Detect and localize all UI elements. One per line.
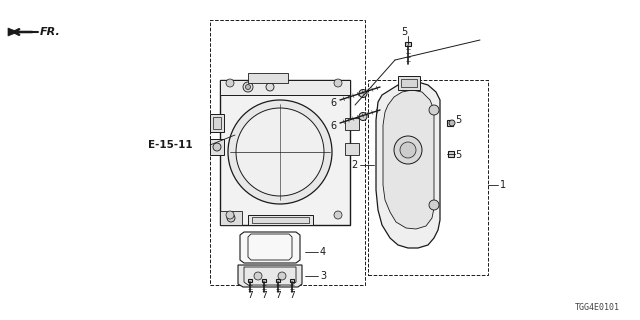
Bar	[213, 117, 221, 129]
Text: 4: 4	[320, 247, 326, 257]
Bar	[210, 20, 365, 285]
Circle shape	[278, 272, 286, 280]
Text: 7: 7	[289, 292, 295, 300]
Circle shape	[334, 79, 342, 87]
Circle shape	[266, 83, 274, 91]
Text: 6: 6	[330, 98, 336, 108]
Circle shape	[227, 214, 235, 222]
Bar	[368, 80, 488, 275]
Bar	[448, 151, 454, 157]
Circle shape	[334, 211, 342, 219]
Circle shape	[429, 200, 439, 210]
Text: 7: 7	[275, 292, 281, 300]
Text: 7: 7	[261, 292, 267, 300]
Text: 6: 6	[330, 121, 336, 131]
Circle shape	[243, 82, 253, 92]
Bar	[401, 79, 417, 87]
Circle shape	[228, 100, 332, 204]
Circle shape	[394, 136, 422, 164]
Bar	[248, 215, 313, 225]
Bar	[290, 279, 294, 282]
Text: FR.: FR.	[40, 27, 61, 37]
Bar	[345, 143, 359, 155]
Bar	[345, 118, 359, 130]
Bar	[405, 42, 411, 46]
Circle shape	[236, 108, 324, 196]
Bar	[248, 279, 252, 282]
Text: 5: 5	[401, 27, 407, 37]
Bar	[252, 217, 309, 223]
Circle shape	[213, 143, 221, 151]
Circle shape	[226, 211, 234, 219]
Text: 5: 5	[455, 115, 461, 125]
Text: E-15-11: E-15-11	[148, 140, 193, 150]
Circle shape	[400, 142, 416, 158]
Polygon shape	[383, 90, 434, 229]
Bar	[447, 120, 453, 126]
Bar	[276, 279, 280, 282]
Text: 7: 7	[247, 292, 253, 300]
Bar	[220, 80, 350, 225]
Bar	[262, 279, 266, 282]
Bar	[210, 114, 224, 132]
Text: 2: 2	[351, 160, 357, 170]
Text: 3: 3	[320, 271, 326, 281]
Circle shape	[254, 272, 262, 280]
Circle shape	[226, 79, 234, 87]
Polygon shape	[376, 82, 440, 248]
Bar	[220, 211, 242, 225]
Polygon shape	[238, 265, 302, 287]
Circle shape	[429, 105, 439, 115]
Circle shape	[449, 120, 455, 126]
Text: 1: 1	[500, 180, 506, 190]
Circle shape	[359, 90, 367, 98]
Text: TGG4E0101: TGG4E0101	[575, 303, 620, 312]
Bar	[220, 80, 350, 95]
Polygon shape	[8, 28, 18, 36]
Polygon shape	[240, 232, 300, 263]
Bar	[210, 139, 224, 155]
Circle shape	[359, 113, 367, 121]
Circle shape	[246, 84, 250, 90]
Bar	[398, 76, 420, 90]
Text: 5: 5	[455, 150, 461, 160]
Bar	[248, 73, 288, 83]
